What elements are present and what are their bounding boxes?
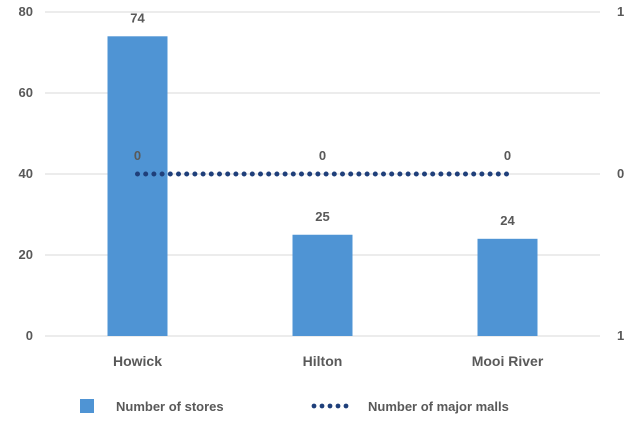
- legend-label-malls: Number of major malls: [368, 399, 509, 414]
- legend-line-dot: [311, 403, 317, 409]
- legend-label-stores: Number of stores: [116, 399, 224, 414]
- right-tick-label: 0: [617, 166, 624, 181]
- bar-data-label: 74: [130, 10, 145, 25]
- right-tick-label: 1: [617, 328, 624, 343]
- left-axis: 0 20 40 60 80: [19, 4, 33, 343]
- right-tick-label: 1: [617, 4, 624, 19]
- line-data-labels: 0 0 0: [134, 148, 511, 163]
- bar-data-label: 24: [500, 213, 515, 228]
- bar-data-labels: 74 25 24: [130, 10, 515, 228]
- legend-line-dot: [319, 403, 325, 409]
- bar-data-label: 25: [315, 209, 329, 224]
- bar-series: [107, 36, 538, 337]
- category-label: Mooi River: [472, 353, 544, 369]
- legend-line-dot: [327, 403, 333, 409]
- category-axis: Howick Hilton Mooi River: [113, 353, 544, 369]
- line-data-label: 0: [319, 148, 326, 163]
- legend-line-dot: [343, 403, 349, 409]
- left-tick-label: 0: [26, 328, 33, 343]
- legend-swatch-malls: [311, 403, 349, 409]
- category-label: Howick: [113, 353, 162, 369]
- legend-line-dot: [335, 403, 341, 409]
- left-tick-label: 20: [19, 247, 33, 262]
- bar: [292, 234, 353, 336]
- left-tick-label: 60: [19, 85, 33, 100]
- line-data-label: 0: [504, 148, 511, 163]
- bar: [107, 36, 168, 337]
- legend-swatch-stores: [80, 399, 94, 413]
- left-tick-label: 80: [19, 4, 33, 19]
- bar: [477, 238, 538, 336]
- line-data-label: 0: [134, 148, 141, 163]
- category-label: Hilton: [303, 353, 343, 369]
- legend: Number of stores Number of major malls: [80, 399, 509, 414]
- right-axis: 1 0 1: [617, 4, 624, 343]
- left-tick-label: 40: [19, 166, 33, 181]
